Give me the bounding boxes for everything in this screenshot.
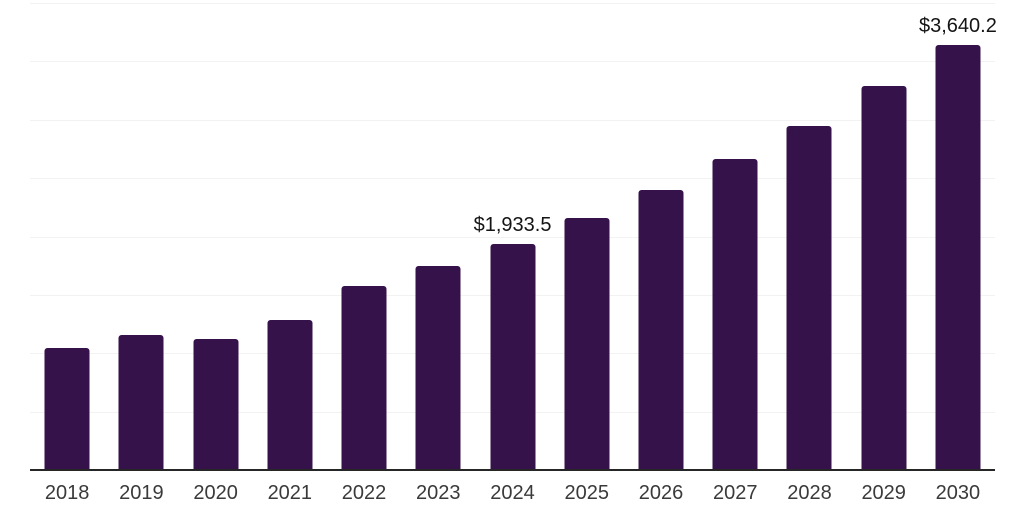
bar-value-label-2030: $3,640.2 (918, 15, 997, 37)
bar-2030 (935, 45, 981, 470)
gridline (30, 3, 995, 4)
x-axis-labels: 2018 2019 2020 2021 2022 2023 2024 2025 2026 2027… (30, 482, 995, 504)
bar-series: $1,933.5 $3,640.2 (30, 3, 997, 470)
bar-band-2023 (401, 3, 475, 470)
gridline (30, 119, 995, 121)
bar-band-2019 (104, 3, 178, 470)
gridline (30, 178, 995, 180)
bar-value-label-2024: $1,933.5 (473, 214, 552, 237)
bar-2027 (712, 159, 758, 470)
x-axis-line (30, 469, 995, 471)
bar-2023 (415, 266, 461, 470)
bar-band-2026 (624, 3, 698, 470)
gridline (30, 61, 995, 63)
gridline (30, 236, 995, 238)
x-axis-label-2021: 2021 (267, 482, 313, 504)
bar-band-2025 (550, 3, 624, 470)
bar-2024 (490, 244, 536, 470)
bar-band-2028 (772, 3, 846, 470)
bar-band-2020 (178, 3, 252, 470)
x-axis-label-2028: 2028 (787, 482, 832, 504)
plot-area: $1,933.5 $3,640.2 (30, 3, 997, 470)
bar-2028 (786, 125, 832, 470)
bar-band-2027 (698, 3, 772, 470)
x-axis-label-2018: 2018 (44, 482, 90, 504)
x-axis-label-2023: 2023 (416, 482, 461, 504)
bar-band-2022 (327, 3, 401, 470)
x-axis-label-2024: 2024 (490, 482, 535, 504)
bar-band-2021 (253, 3, 327, 470)
bar-2020 (193, 339, 239, 470)
bar-band-2018 (30, 3, 104, 470)
bar-band-2024: $1,933.5 (473, 3, 552, 470)
bar-2019 (118, 335, 164, 470)
x-axis-label-2020: 2020 (193, 482, 238, 504)
bar-band-2030: $3,640.2 (918, 3, 997, 470)
bar-2022 (341, 285, 387, 470)
bar-2021 (267, 320, 313, 470)
bar-2026 (638, 189, 684, 470)
x-axis-label-2019: 2019 (119, 482, 164, 504)
bar-band-2029 (847, 3, 921, 470)
bar-2029 (861, 85, 907, 470)
bar-2018 (44, 348, 90, 470)
x-axis-label-2025: 2025 (564, 482, 610, 504)
bar-2025 (564, 218, 610, 470)
x-axis-label-2026: 2026 (638, 482, 684, 504)
x-axis-label-2022: 2022 (341, 482, 387, 504)
x-axis-label-2030: 2030 (935, 482, 981, 504)
x-axis-label-2027: 2027 (712, 482, 758, 504)
x-axis-label-2029: 2029 (861, 482, 906, 504)
